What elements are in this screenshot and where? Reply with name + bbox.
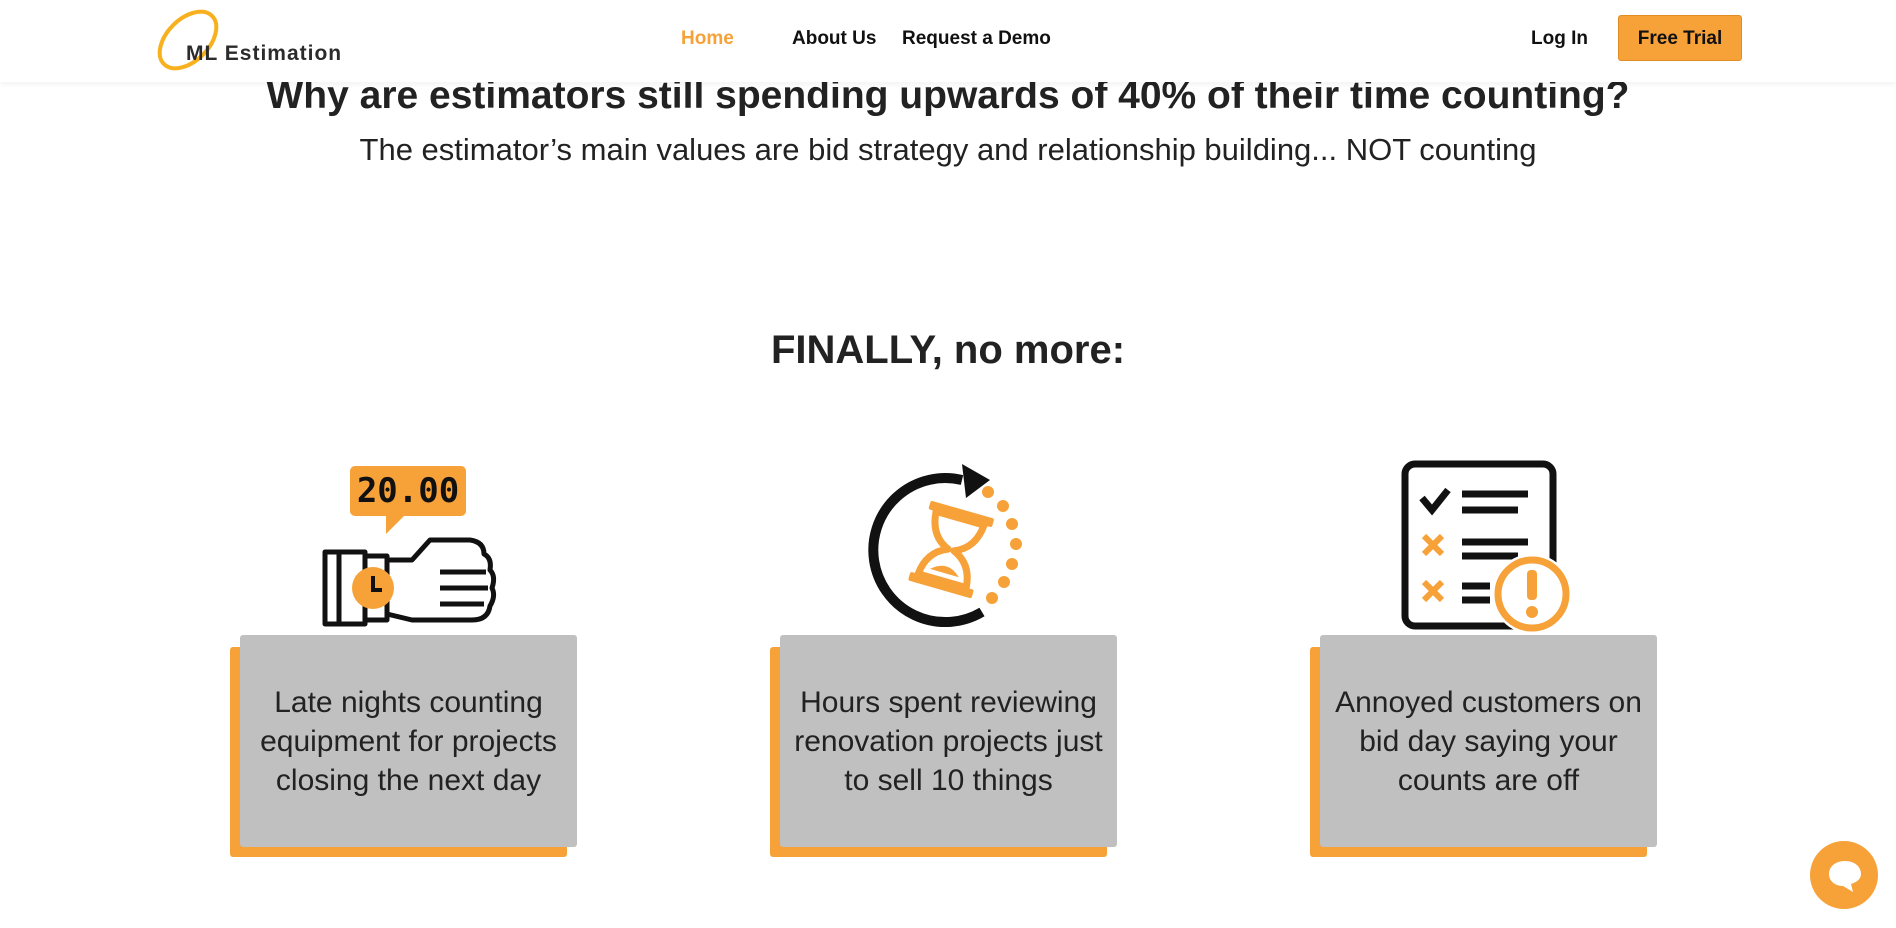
page-subheadline: The estimator’s main values are bid stra… <box>359 132 1537 167</box>
card-text: Late nights counting equipment for proje… <box>260 685 557 797</box>
nav-home[interactable]: Home <box>681 28 734 49</box>
nav-about-us[interactable]: About Us <box>792 28 877 49</box>
checklist-warning-icon <box>1400 460 1576 636</box>
watch-display: 20.00 <box>357 471 459 511</box>
logo-text: ML Estimation <box>186 42 343 65</box>
free-trial-button[interactable]: Free Trial <box>1618 15 1742 61</box>
card-text: Hours spent reviewing renovation project… <box>794 685 1103 797</box>
login-link[interactable]: Log In <box>1531 28 1588 49</box>
chat-bubble-icon <box>1829 861 1861 892</box>
logo-ring-icon <box>157 9 219 71</box>
section-title: FINALLY, no more: <box>770 328 1126 372</box>
chat-button[interactable] <box>1810 841 1878 909</box>
pain-point-card: Annoyed customers on bid day saying your… <box>1320 635 1657 847</box>
nav-request-demo[interactable]: Request a Demo <box>902 28 1051 49</box>
hourglass-refresh-icon <box>866 462 1032 632</box>
pain-point-card: Late nights counting equipment for proje… <box>240 635 577 847</box>
card-text: Annoyed customers on bid day saying your… <box>1335 685 1642 797</box>
logo[interactable]: ML Estimation <box>154 6 364 74</box>
wristwatch-hand-icon: 20.00 <box>320 464 500 632</box>
site-header: ML Estimation Home About Us Request a De… <box>0 0 1896 82</box>
pain-point-card: Hours spent reviewing renovation project… <box>780 635 1117 847</box>
